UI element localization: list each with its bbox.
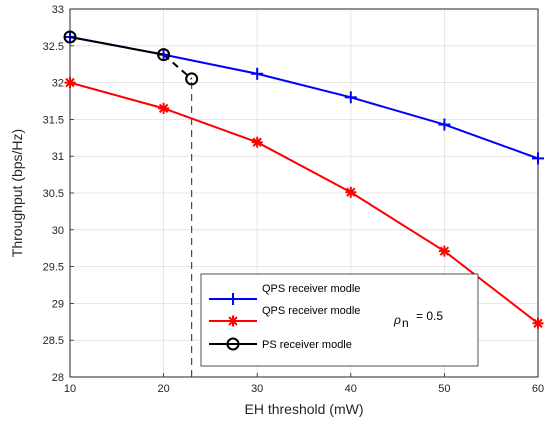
legend-label-3: PS receiver modle bbox=[262, 339, 352, 351]
series-2-point-5-d2 bbox=[439, 246, 450, 256]
series-line-3 bbox=[69, 35, 164, 56]
series-1-point-3 bbox=[251, 67, 264, 80]
series-3-point-2 bbox=[157, 48, 171, 62]
legend-symbol-1 bbox=[227, 293, 239, 305]
y-axis-label: Throughput (bps/Hz) bbox=[9, 129, 25, 257]
legend-marker-2 bbox=[227, 315, 239, 327]
rho-value: = 0.5 bbox=[416, 309, 443, 323]
x-tick-label-2: 30 bbox=[251, 383, 263, 395]
y-tick-label-3: 29.5 bbox=[43, 262, 64, 274]
series-2-point-5 bbox=[438, 245, 450, 257]
series-2-point-1 bbox=[64, 77, 76, 89]
legend-symbol-3-ring bbox=[226, 337, 240, 351]
extension-endpoint-ring bbox=[185, 72, 199, 86]
series-2-point-2 bbox=[158, 102, 170, 114]
y-tick-label-1: 28.5 bbox=[43, 335, 64, 347]
series-2-point-3 bbox=[251, 136, 263, 148]
rho-symbol: ρ bbox=[393, 313, 401, 327]
extension-endpoint bbox=[185, 72, 199, 86]
series-2-point-4-d2 bbox=[346, 187, 356, 197]
legend-label-1: QPS receiver modle bbox=[262, 283, 360, 295]
y-tick-label-2: 29 bbox=[52, 298, 64, 310]
y-axis-ticks: 28 28.5 29 29.5 30 30.5 31 31.5 32 32.5 33 bbox=[43, 4, 74, 384]
x-axis-ticks: 10 20 30 40 50 60 bbox=[64, 373, 544, 395]
series-1-point-5 bbox=[438, 118, 451, 131]
legend-entry-3: PS receiver modle bbox=[209, 337, 352, 351]
y-tick-label-9: 32.5 bbox=[43, 41, 64, 53]
x-tick-label-5: 60 bbox=[532, 383, 544, 395]
y-tick-label-8: 32 bbox=[52, 78, 64, 90]
series-2-point-6-d2 bbox=[533, 318, 543, 328]
series-1-point-6 bbox=[532, 152, 544, 165]
y-tick-label-10: 33 bbox=[52, 4, 64, 16]
legend: QPS receiver modle QPS receiver modle PS… bbox=[200, 273, 479, 367]
series-group bbox=[63, 30, 544, 329]
legend-symbol-2 bbox=[227, 315, 239, 327]
y-tick-label-6: 31 bbox=[52, 151, 64, 163]
y-tick-label-7: 31.5 bbox=[43, 114, 64, 126]
legend-marker-3 bbox=[226, 337, 240, 351]
legend-marker-1 bbox=[227, 293, 239, 305]
x-tick-label-1: 20 bbox=[157, 383, 169, 395]
legend-label-2: QPS receiver modle bbox=[262, 305, 360, 317]
series-2-point-4 bbox=[345, 186, 357, 198]
series-1-point-4 bbox=[344, 91, 357, 104]
y-tick-label-4: 30 bbox=[52, 225, 64, 237]
series-3-point-1-ring bbox=[63, 30, 77, 44]
legend-symbol-2-d2 bbox=[228, 316, 238, 326]
y-tick-label-5: 30.5 bbox=[43, 188, 64, 200]
legend-entry-2: QPS receiver modle bbox=[209, 305, 360, 327]
series-2-point-2-d2 bbox=[158, 103, 169, 114]
legend-entry-1: QPS receiver modle bbox=[209, 283, 360, 305]
rho-subscript: n bbox=[402, 316, 409, 330]
series-2-point-1-d2 bbox=[65, 77, 75, 88]
x-tick-label-4: 50 bbox=[438, 383, 450, 395]
series-3-point-2-ring bbox=[157, 48, 171, 62]
rho-annotation: ρ n = 0.5 bbox=[393, 309, 443, 330]
series-3-point-1 bbox=[63, 30, 77, 44]
x-tick-label-0: 10 bbox=[64, 383, 76, 395]
x-tick-label-3: 40 bbox=[345, 383, 357, 395]
x-axis-label: EH threshold (mW) bbox=[244, 401, 363, 417]
series-line-2 bbox=[69, 81, 539, 325]
series-2-point-6 bbox=[532, 317, 544, 329]
legend-symbol-3 bbox=[226, 337, 240, 351]
series-2-point-3-d2 bbox=[252, 137, 262, 147]
y-tick-label-0: 28 bbox=[52, 372, 64, 384]
